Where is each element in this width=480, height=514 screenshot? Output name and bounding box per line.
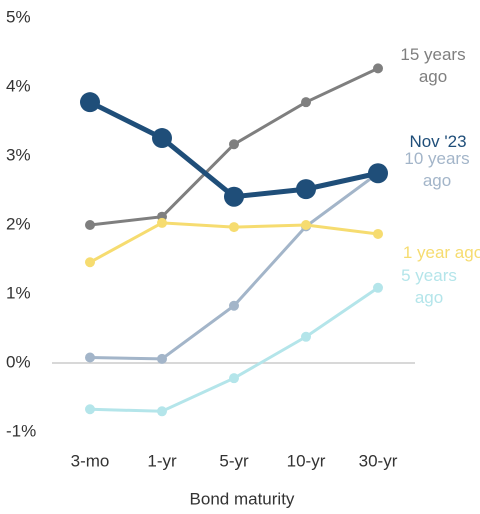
y-tick-label: 5% <box>6 7 31 26</box>
x-tick-label: 5-yr <box>219 451 249 470</box>
marker <box>157 217 167 228</box>
y-tick-label: 3% <box>6 145 31 164</box>
marker <box>157 353 167 364</box>
series-label: Nov '23 <box>409 132 467 151</box>
series-label: 5 years ago <box>401 266 457 307</box>
y-tick-label: 2% <box>6 214 31 233</box>
x-tick-label: 30-yr <box>359 451 398 470</box>
series-label: 1 year ago <box>402 243 480 262</box>
marker <box>224 186 244 207</box>
marker <box>229 139 239 150</box>
x-tick-label: 1-yr <box>147 451 177 470</box>
y-tick-label: 0% <box>6 352 31 371</box>
marker <box>373 228 383 239</box>
marker <box>80 92 100 113</box>
marker <box>229 373 239 384</box>
marker <box>85 220 95 230</box>
marker <box>152 128 172 149</box>
x-axis-label: Bond maturity <box>190 489 295 508</box>
marker <box>301 220 311 230</box>
marker <box>229 222 239 233</box>
marker <box>373 63 383 74</box>
marker <box>85 257 95 268</box>
y-tick-label: 4% <box>6 76 31 95</box>
marker <box>368 163 388 184</box>
marker <box>157 406 167 417</box>
series-label: 15 years ago <box>400 45 466 86</box>
y-tick-label: 1% <box>6 283 31 302</box>
marker <box>85 404 95 415</box>
marker <box>296 179 316 200</box>
marker <box>301 331 311 342</box>
x-tick-label: 3-mo <box>71 451 110 470</box>
marker <box>85 352 95 363</box>
marker <box>373 282 383 293</box>
marker <box>301 97 311 108</box>
series-line <box>88 99 379 200</box>
series-label: 10 years ago <box>404 149 470 190</box>
x-tick-label: 10-yr <box>287 451 326 470</box>
y-tick-label: -1% <box>6 421 36 440</box>
marker <box>229 300 239 311</box>
